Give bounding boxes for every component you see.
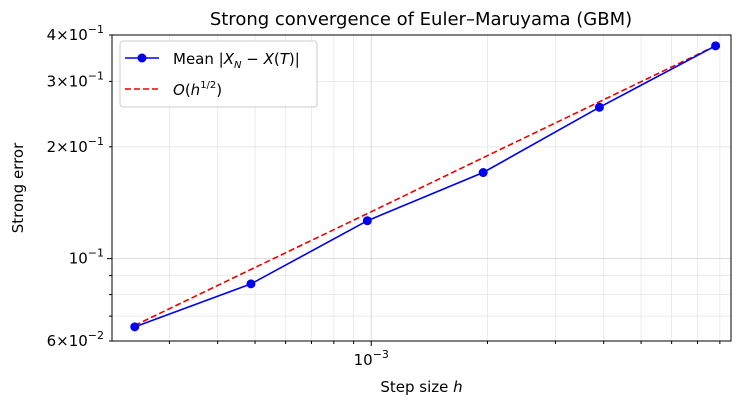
data-point [362,216,372,226]
series-line-mean-error [134,45,716,328]
y-tick-label: 3×10−1 [47,69,104,90]
y-tick-label: 10−1 [69,247,104,268]
data-point [130,322,140,332]
plot-lines [130,41,721,332]
legend-box [119,40,318,108]
y-axis-label: Strong error [9,142,27,233]
y-tick-label: 4×10−1 [47,23,104,44]
chart-title: Strong convergence of Euler–Maruyama (GB… [210,9,632,30]
data-point [478,168,488,178]
data-point [246,279,256,289]
plot-frame [111,34,732,342]
legend: Mean |XN − X(T)|O(h1/2) [119,40,318,108]
y-tick-label: 2×10−1 [47,135,104,156]
legend-marker-mean-error [137,53,147,63]
data-point [711,41,721,51]
legend-label-mean-error: Mean |XN − X(T)| [173,50,300,71]
x-tick-label: 10−3 [354,348,389,369]
axes: 10−3 6×10−2 10−1 2×10−1 3×10−1 4×10−1 [47,23,721,369]
y-tick-label: 6×10−2 [47,329,104,350]
x-axis-label: Step size h [380,378,462,396]
data-point [594,102,604,112]
